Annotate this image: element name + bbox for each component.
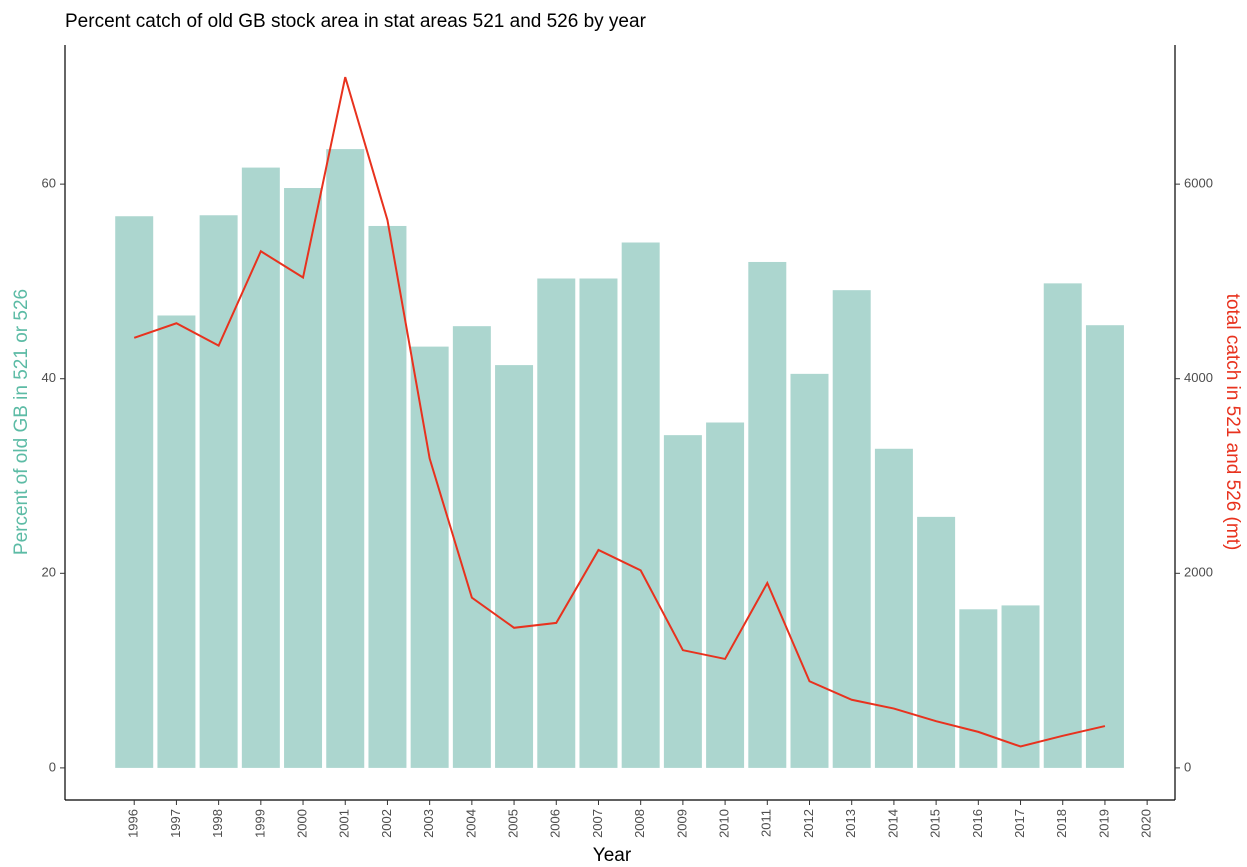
- x-tick-label: 2012: [801, 809, 816, 838]
- bar: [621, 242, 660, 768]
- x-tick-label: 2003: [421, 809, 436, 838]
- x-tick-label: 1996: [126, 809, 141, 838]
- bar: [284, 188, 323, 768]
- y-tick-label: 20: [42, 565, 56, 580]
- x-tick-label: 2005: [506, 809, 521, 838]
- bar: [790, 373, 829, 768]
- y-tick-label: 0: [49, 759, 56, 774]
- x-tick-label: 2004: [463, 809, 478, 838]
- y2-tick-label: 0: [1184, 759, 1191, 774]
- bar: [537, 278, 576, 768]
- x-axis-title: Year: [593, 845, 632, 866]
- x-tick-label: 2011: [759, 809, 774, 837]
- x-tick-label: 2017: [1012, 809, 1027, 838]
- bar: [959, 609, 998, 768]
- bar: [157, 315, 196, 768]
- x-tick-label: 2007: [590, 809, 605, 838]
- bar: [1043, 283, 1082, 768]
- y-tick-label: 40: [42, 370, 56, 385]
- x-tick-label: 2000: [294, 809, 309, 838]
- bar: [1085, 325, 1124, 768]
- x-tick-label: 2002: [379, 809, 394, 838]
- x-tick-label: 2015: [928, 809, 943, 838]
- y2-tick-label: 6000: [1184, 176, 1213, 191]
- bar: [199, 215, 238, 768]
- bar: [748, 261, 787, 768]
- x-tick-label: 1999: [252, 809, 267, 838]
- x-tick-label: 2019: [1096, 809, 1111, 838]
- bar: [410, 346, 449, 768]
- x-tick-label: 2013: [843, 809, 858, 838]
- x-tick-label: 2018: [1054, 809, 1069, 838]
- bar: [706, 422, 745, 768]
- x-tick-label: 2016: [970, 809, 985, 838]
- y2-tick-label: 2000: [1184, 565, 1213, 580]
- line: [133, 76, 1106, 748]
- bar: [241, 167, 280, 768]
- x-tick-label: 2009: [674, 809, 689, 838]
- x-tick-label: 2001: [337, 809, 352, 838]
- y2-tick-label: 4000: [1184, 370, 1213, 385]
- bar: [326, 149, 365, 768]
- bar: [663, 435, 702, 768]
- y2-axis-title: total catch in 521 and 526 (mt): [1222, 294, 1243, 551]
- x-tick-label: 1997: [168, 809, 183, 838]
- bar: [452, 326, 491, 768]
- x-tick-label: 2006: [548, 809, 563, 838]
- bar: [115, 216, 154, 768]
- bar: [874, 448, 913, 768]
- bar: [579, 278, 618, 768]
- x-tick-label: 1998: [210, 809, 225, 838]
- bar: [917, 516, 956, 768]
- chart-title: Percent catch of old GB stock area in st…: [65, 11, 647, 32]
- x-tick-label: 2014: [885, 809, 900, 838]
- bar: [495, 365, 534, 768]
- y-axis-title: Percent of old GB in 521 or 526: [11, 289, 32, 555]
- bar: [368, 225, 407, 768]
- bar: [832, 290, 871, 768]
- bar: [1001, 605, 1040, 768]
- x-tick-label: 2008: [632, 809, 647, 838]
- y-tick-label: 60: [42, 176, 56, 191]
- x-tick-label: 2010: [717, 809, 732, 838]
- x-tick-label: 2020: [1139, 809, 1154, 838]
